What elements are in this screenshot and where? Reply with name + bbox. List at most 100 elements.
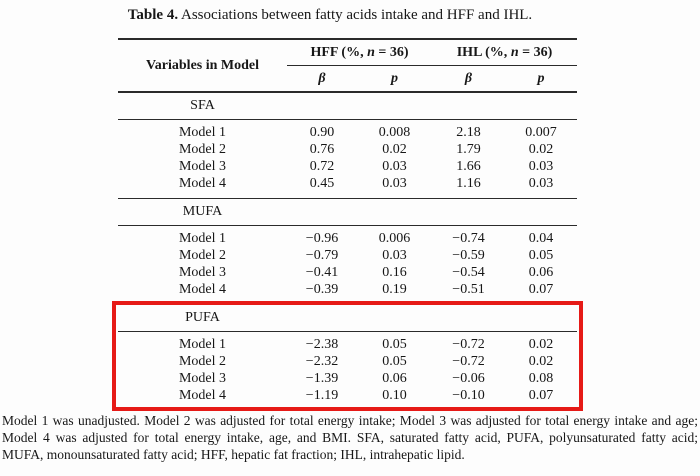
- cell-beta-hff: −0.39: [305, 281, 339, 297]
- table-row: Model 2 −0.79 0.03 −0.59 0.05: [118, 247, 577, 264]
- cell-p-hff: 0.03: [382, 175, 407, 191]
- table-caption-label: Table 4.: [127, 7, 179, 23]
- cell-p-ihl: 0.02: [528, 353, 554, 369]
- cell-p-hff: 0.16: [382, 264, 407, 280]
- row-label: Model 3: [178, 370, 227, 386]
- section-sfa: SFA Model 1 0.90 0.008 2.18 0.007 Model …: [118, 93, 577, 199]
- cell-beta-ihl: −0.06: [452, 370, 485, 386]
- cell-p-ihl: 0.007: [525, 124, 557, 140]
- row-label: Model 3: [178, 264, 227, 280]
- column-header-variables: Variables in Model: [145, 57, 260, 73]
- row-label: Model 1: [178, 336, 227, 352]
- cell-beta-hff: −2.32: [305, 353, 339, 369]
- table-row: Model 4 −1.19 0.10 −0.10 0.07: [118, 387, 577, 404]
- cell-beta-hff: 0.90: [309, 124, 335, 140]
- table-row: Model 1 −2.38 0.05 −0.72 0.02: [118, 336, 577, 353]
- table-caption-text: Associations between fatty acids intake …: [178, 7, 533, 23]
- cell-beta-ihl: −0.74: [452, 230, 485, 246]
- row-label: Model 2: [178, 141, 227, 157]
- cell-beta-hff: −0.96: [305, 230, 339, 246]
- cell-beta-ihl: 1.79: [456, 141, 481, 157]
- cell-p-ihl: 0.07: [528, 281, 554, 297]
- group-header-ihl-pre: IHL (%,: [456, 44, 511, 60]
- group-header-hff-post: = 36): [374, 44, 409, 60]
- table-footnote: Model 1 was unadjusted. Model 2 was adju…: [2, 413, 698, 462]
- group-header-hff-n: n: [367, 44, 375, 60]
- cell-beta-hff: 0.76: [309, 141, 335, 157]
- cell-beta-hff: −2.38: [305, 336, 339, 352]
- group-header-hff: HFF (%, n = 36): [287, 40, 432, 66]
- cell-beta-hff: −0.79: [305, 247, 339, 263]
- table-row: Model 4 −0.39 0.19 −0.51 0.07: [118, 281, 577, 298]
- cell-beta-hff: −0.41: [305, 264, 339, 280]
- section-mufa: MUFA Model 1 −0.96 0.006 −0.74 0.04 Mode…: [118, 199, 577, 305]
- cell-p-hff: 0.05: [382, 353, 407, 369]
- section-pufa-rows: Model 1 −2.38 0.05 −0.72 0.02 Model 2 −2…: [118, 332, 577, 407]
- cell-p-ihl: 0.02: [528, 141, 554, 157]
- table-row: Model 2 −2.32 0.05 −0.72 0.02: [118, 353, 577, 370]
- section-mufa-label-row: MUFA: [118, 199, 577, 226]
- cell-beta-ihl: −0.72: [452, 353, 485, 369]
- cell-p-hff: 0.006: [378, 230, 411, 246]
- cell-p-ihl: 0.07: [528, 387, 554, 403]
- cell-beta-hff: 0.45: [309, 175, 335, 191]
- table: Variables in Model HFF (%, n = 36) IHL (…: [112, 38, 583, 411]
- cell-beta-ihl: −0.59: [452, 247, 485, 263]
- section-pufa: PUFA Model 1 −2.38 0.05 −0.72 0.02 Model…: [112, 301, 583, 411]
- table-row: Model 4 0.45 0.03 1.16 0.03: [118, 175, 577, 192]
- row-label: Model 4: [178, 281, 227, 297]
- section-mufa-rows: Model 1 −0.96 0.006 −0.74 0.04 Model 2 −…: [118, 226, 577, 304]
- section-label: MUFA: [182, 204, 223, 219]
- table-row: Model 1 −0.96 0.006 −0.74 0.04: [118, 230, 577, 247]
- row-label: Model 1: [178, 124, 227, 140]
- cell-p-hff: 0.02: [382, 141, 407, 157]
- group-header-ihl-n: n: [510, 44, 519, 60]
- table-row: Model 1 0.90 0.008 2.18 0.007: [118, 124, 577, 141]
- row-label: Model 4: [178, 175, 227, 191]
- table-row: Model 3 0.72 0.03 1.66 0.03: [118, 158, 577, 175]
- page: Table 4. Associations between fatty acid…: [0, 6, 700, 476]
- row-label: Model 2: [178, 247, 227, 263]
- cell-p-hff: 0.05: [382, 336, 407, 352]
- cell-p-hff: 0.008: [378, 124, 411, 140]
- table-row: Model 3 −0.41 0.16 −0.54 0.06: [118, 264, 577, 281]
- cell-p-hff: 0.10: [382, 387, 407, 403]
- table-row: Model 3 −1.39 0.06 −0.06 0.08: [118, 370, 577, 387]
- group-header-hff-pre: HFF (%,: [310, 44, 368, 60]
- row-label: Model 4: [178, 387, 227, 403]
- table-row: Model 2 0.76 0.02 1.79 0.02: [118, 141, 577, 158]
- table-caption: Table 4. Associations between fatty acid…: [0, 6, 660, 24]
- cell-beta-ihl: 1.66: [456, 158, 481, 174]
- subheader-p-hff: p: [391, 70, 398, 86]
- cell-beta-ihl: −0.54: [452, 264, 485, 280]
- cell-beta-ihl: −0.72: [452, 336, 485, 352]
- cell-beta-ihl: −0.10: [452, 387, 485, 403]
- cell-p-ihl: 0.03: [528, 175, 554, 191]
- cell-p-hff: 0.06: [382, 370, 407, 386]
- row-label: Model 3: [178, 158, 227, 174]
- subheader-p-ihl: p: [537, 70, 545, 86]
- section-pufa-label-row: PUFA: [118, 305, 577, 332]
- cell-p-hff: 0.19: [382, 281, 407, 297]
- cell-p-ihl: 0.08: [528, 370, 554, 386]
- section-sfa-rows: Model 1 0.90 0.008 2.18 0.007 Model 2 0.…: [118, 120, 577, 198]
- subheader-beta-ihl: β: [464, 70, 473, 86]
- group-header-ihl-post: = 36): [518, 44, 553, 60]
- cell-beta-hff: 0.72: [309, 158, 335, 174]
- cell-p-hff: 0.03: [382, 158, 407, 174]
- group-header-ihl: IHL (%, n = 36): [432, 40, 577, 66]
- cell-p-hff: 0.03: [382, 247, 407, 263]
- cell-p-ihl: 0.02: [528, 336, 554, 352]
- cell-p-ihl: 0.06: [528, 264, 554, 280]
- cell-beta-ihl: 1.16: [456, 175, 481, 191]
- cell-p-ihl: 0.04: [528, 230, 554, 246]
- row-label: Model 2: [178, 353, 227, 369]
- section-sfa-label-row: SFA: [118, 93, 577, 120]
- table-header: Variables in Model HFF (%, n = 36) IHL (…: [118, 38, 577, 93]
- cell-p-ihl: 0.03: [528, 158, 554, 174]
- cell-beta-hff: −1.19: [305, 387, 339, 403]
- subheader-beta-hff: β: [318, 70, 326, 86]
- section-label: PUFA: [185, 310, 220, 325]
- cell-p-ihl: 0.05: [528, 247, 554, 263]
- row-label: Model 1: [178, 230, 227, 246]
